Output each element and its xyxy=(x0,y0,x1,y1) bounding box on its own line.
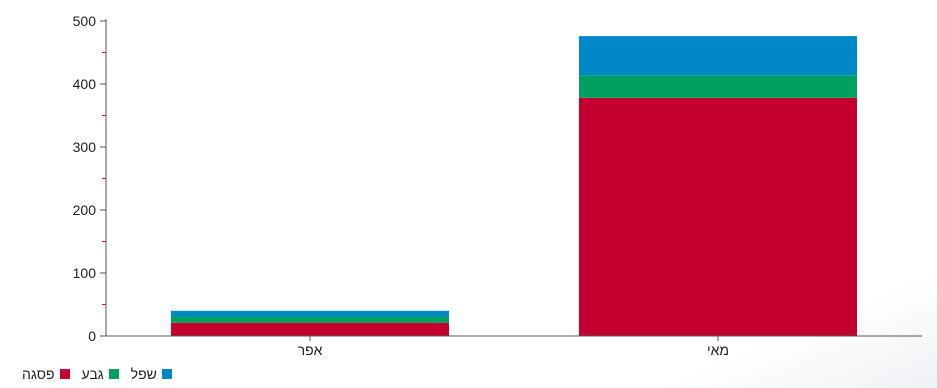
y-tick-label: 400 xyxy=(73,76,97,92)
legend-swatch xyxy=(161,369,172,379)
legend-item: גבע xyxy=(82,366,119,382)
x-category-label: מאי xyxy=(707,342,729,358)
y-tick-label: 300 xyxy=(73,139,97,155)
y-tick-label: 500 xyxy=(73,13,97,29)
legend: פסגה גבע שפל xyxy=(10,366,172,382)
legend-label: גבע xyxy=(81,366,104,382)
y-tick-label: 200 xyxy=(73,202,97,218)
legend-swatch xyxy=(108,369,119,379)
legend-item: פסגה xyxy=(22,366,70,382)
bar-segment xyxy=(171,322,449,336)
bar-segment xyxy=(579,97,857,336)
bar-segment xyxy=(171,310,449,317)
bar-segment xyxy=(171,316,449,323)
y-tick-label: 100 xyxy=(73,265,97,281)
legend-swatch xyxy=(59,369,70,379)
legend-label: פסגה xyxy=(22,366,55,382)
legend-item: שפל xyxy=(131,366,172,382)
bar-segment xyxy=(579,75,857,98)
x-category-label: אפר xyxy=(298,342,323,358)
y-tick-label: 0 xyxy=(88,328,96,344)
bar-segment xyxy=(579,36,857,76)
legend-label: שפל xyxy=(130,366,157,382)
